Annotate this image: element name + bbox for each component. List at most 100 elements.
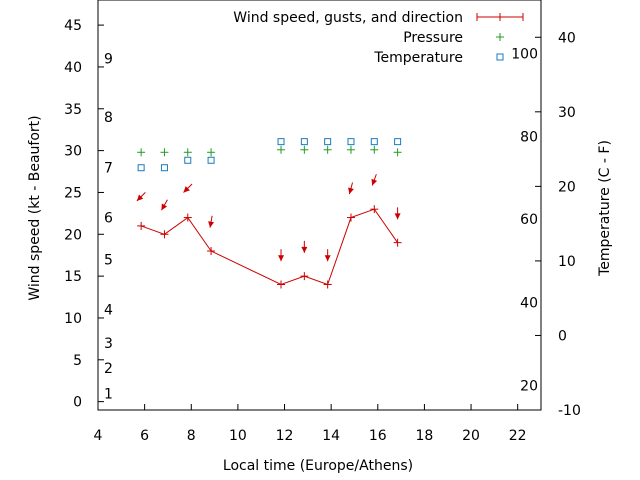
pressure-point bbox=[393, 148, 402, 157]
wind-speed-line bbox=[140, 208, 399, 286]
y-tick-label: 15 bbox=[64, 269, 82, 285]
pressure-point bbox=[370, 145, 379, 154]
legend-label-pressure: Pressure bbox=[403, 30, 463, 46]
y2-axis-label: Temperature (C - F) bbox=[597, 140, 613, 277]
gust-direction-arrow bbox=[161, 199, 168, 211]
wind-speed-point bbox=[277, 280, 286, 289]
wind-speed-point bbox=[137, 221, 146, 230]
gust-direction-arrow bbox=[278, 249, 285, 262]
x-tick-label: 4 bbox=[94, 428, 103, 444]
temperature-point bbox=[277, 138, 285, 146]
fahrenheit-label: 80 bbox=[520, 129, 538, 145]
beaufort-label: 6 bbox=[104, 211, 113, 227]
gust-direction-arrow bbox=[136, 192, 146, 202]
wind-speed-point bbox=[300, 272, 309, 281]
gust-direction-arrow bbox=[371, 174, 378, 186]
arrow-head bbox=[278, 255, 285, 262]
temperature-point bbox=[207, 156, 215, 164]
beaufort-label: 9 bbox=[104, 52, 113, 68]
x-tick-label: 22 bbox=[509, 428, 527, 444]
pressure-point bbox=[137, 148, 146, 157]
legend-marker-wind bbox=[496, 13, 504, 21]
y-tick-label: 0 bbox=[73, 395, 82, 411]
temperature-point bbox=[300, 138, 308, 146]
gust-direction-arrow bbox=[208, 215, 215, 228]
arrow-head bbox=[161, 203, 168, 211]
fahrenheit-label: 100 bbox=[511, 47, 538, 63]
beaufort-label: 5 bbox=[104, 252, 113, 268]
x-tick-label: 14 bbox=[322, 428, 340, 444]
beaufort-label: 7 bbox=[104, 160, 113, 176]
wind-speed-point bbox=[160, 230, 169, 239]
y-tick-label: 45 bbox=[64, 18, 82, 34]
gust-direction-arrow bbox=[324, 249, 331, 262]
wind-speed-point bbox=[183, 213, 192, 222]
beaufort-label: 2 bbox=[104, 361, 113, 377]
pressure-point bbox=[207, 148, 216, 157]
y-tick-label: 5 bbox=[73, 353, 82, 369]
x-tick-label: 8 bbox=[187, 428, 196, 444]
gust-direction-arrow bbox=[183, 183, 193, 193]
pressure-point bbox=[323, 145, 332, 154]
beaufort-label: 1 bbox=[104, 386, 113, 402]
plot-frame-group bbox=[97, 0, 542, 411]
pressure-point bbox=[300, 145, 309, 154]
wind-speed-point bbox=[370, 205, 379, 214]
y-tick-label: 40 bbox=[64, 60, 82, 76]
y-axis-label: Wind speed (kt - Beaufort) bbox=[27, 115, 43, 300]
temperature-point bbox=[394, 138, 402, 146]
x-tick-label: 16 bbox=[369, 428, 387, 444]
temperature-point bbox=[347, 138, 355, 146]
pressure-point bbox=[183, 148, 192, 157]
temperature-point bbox=[370, 138, 378, 146]
wind-speed-point bbox=[393, 238, 402, 247]
gust-direction-arrow bbox=[301, 240, 308, 253]
temperature-point bbox=[137, 164, 145, 172]
y2-tick-label: 0 bbox=[558, 328, 567, 344]
legend-marker-pressure bbox=[496, 33, 504, 41]
arrow-head bbox=[394, 213, 401, 220]
y2-tick-label: 20 bbox=[558, 179, 576, 195]
fahrenheit-label: 20 bbox=[520, 378, 538, 394]
fahrenheit-label: 60 bbox=[520, 212, 538, 228]
temperature-point bbox=[184, 156, 192, 164]
plot-border bbox=[97, 0, 542, 411]
y-tick-label: 25 bbox=[64, 185, 82, 201]
y2-tick-label: 30 bbox=[558, 105, 576, 121]
gust-direction-arrow bbox=[394, 207, 401, 220]
wind-speed-point bbox=[346, 213, 355, 222]
arrow-head bbox=[371, 178, 378, 186]
x-tick-label: 10 bbox=[229, 428, 247, 444]
pressure-point bbox=[346, 145, 355, 154]
x-tick-label: 20 bbox=[462, 428, 480, 444]
legend-label-temperature: Temperature bbox=[373, 50, 463, 66]
y2-tick-label: 10 bbox=[558, 254, 576, 270]
legend-marker-temperature bbox=[496, 53, 504, 61]
legend: Wind speed, gusts, and direction Pressure… bbox=[233, 10, 524, 66]
x-tick-label: 12 bbox=[276, 428, 294, 444]
beaufort-label: 4 bbox=[104, 303, 113, 319]
temperature-point bbox=[160, 164, 168, 172]
y-tick-label: 35 bbox=[64, 102, 82, 118]
y2-tick-label: -10 bbox=[558, 403, 581, 419]
x-axis-label: Local time (Europe/Athens) bbox=[223, 458, 413, 474]
beaufort-label: 8 bbox=[104, 110, 113, 126]
ticks-group: 4 6 8 10 12 14 16 18 20 22051015202530354045-1001… bbox=[64, 18, 581, 444]
arrow-head bbox=[301, 246, 308, 253]
y-tick-label: 30 bbox=[64, 144, 82, 160]
y-tick-label: 10 bbox=[64, 311, 82, 327]
x-tick-label: 18 bbox=[416, 428, 434, 444]
pressure-point bbox=[277, 145, 286, 154]
legend-label-wind: Wind speed, gusts, and direction bbox=[233, 10, 463, 26]
y-tick-label: 20 bbox=[64, 227, 82, 243]
beaufort-label: 3 bbox=[104, 336, 113, 352]
wind-speed-point bbox=[207, 247, 216, 256]
y2-tick-label: 40 bbox=[558, 30, 576, 46]
arrow-head bbox=[208, 221, 215, 228]
x-tick-label: 6 bbox=[140, 428, 149, 444]
gust-direction-arrow bbox=[348, 182, 354, 195]
fahrenheit-label: 40 bbox=[520, 296, 538, 312]
arrow-head bbox=[348, 187, 354, 195]
arrow-head bbox=[136, 194, 144, 201]
